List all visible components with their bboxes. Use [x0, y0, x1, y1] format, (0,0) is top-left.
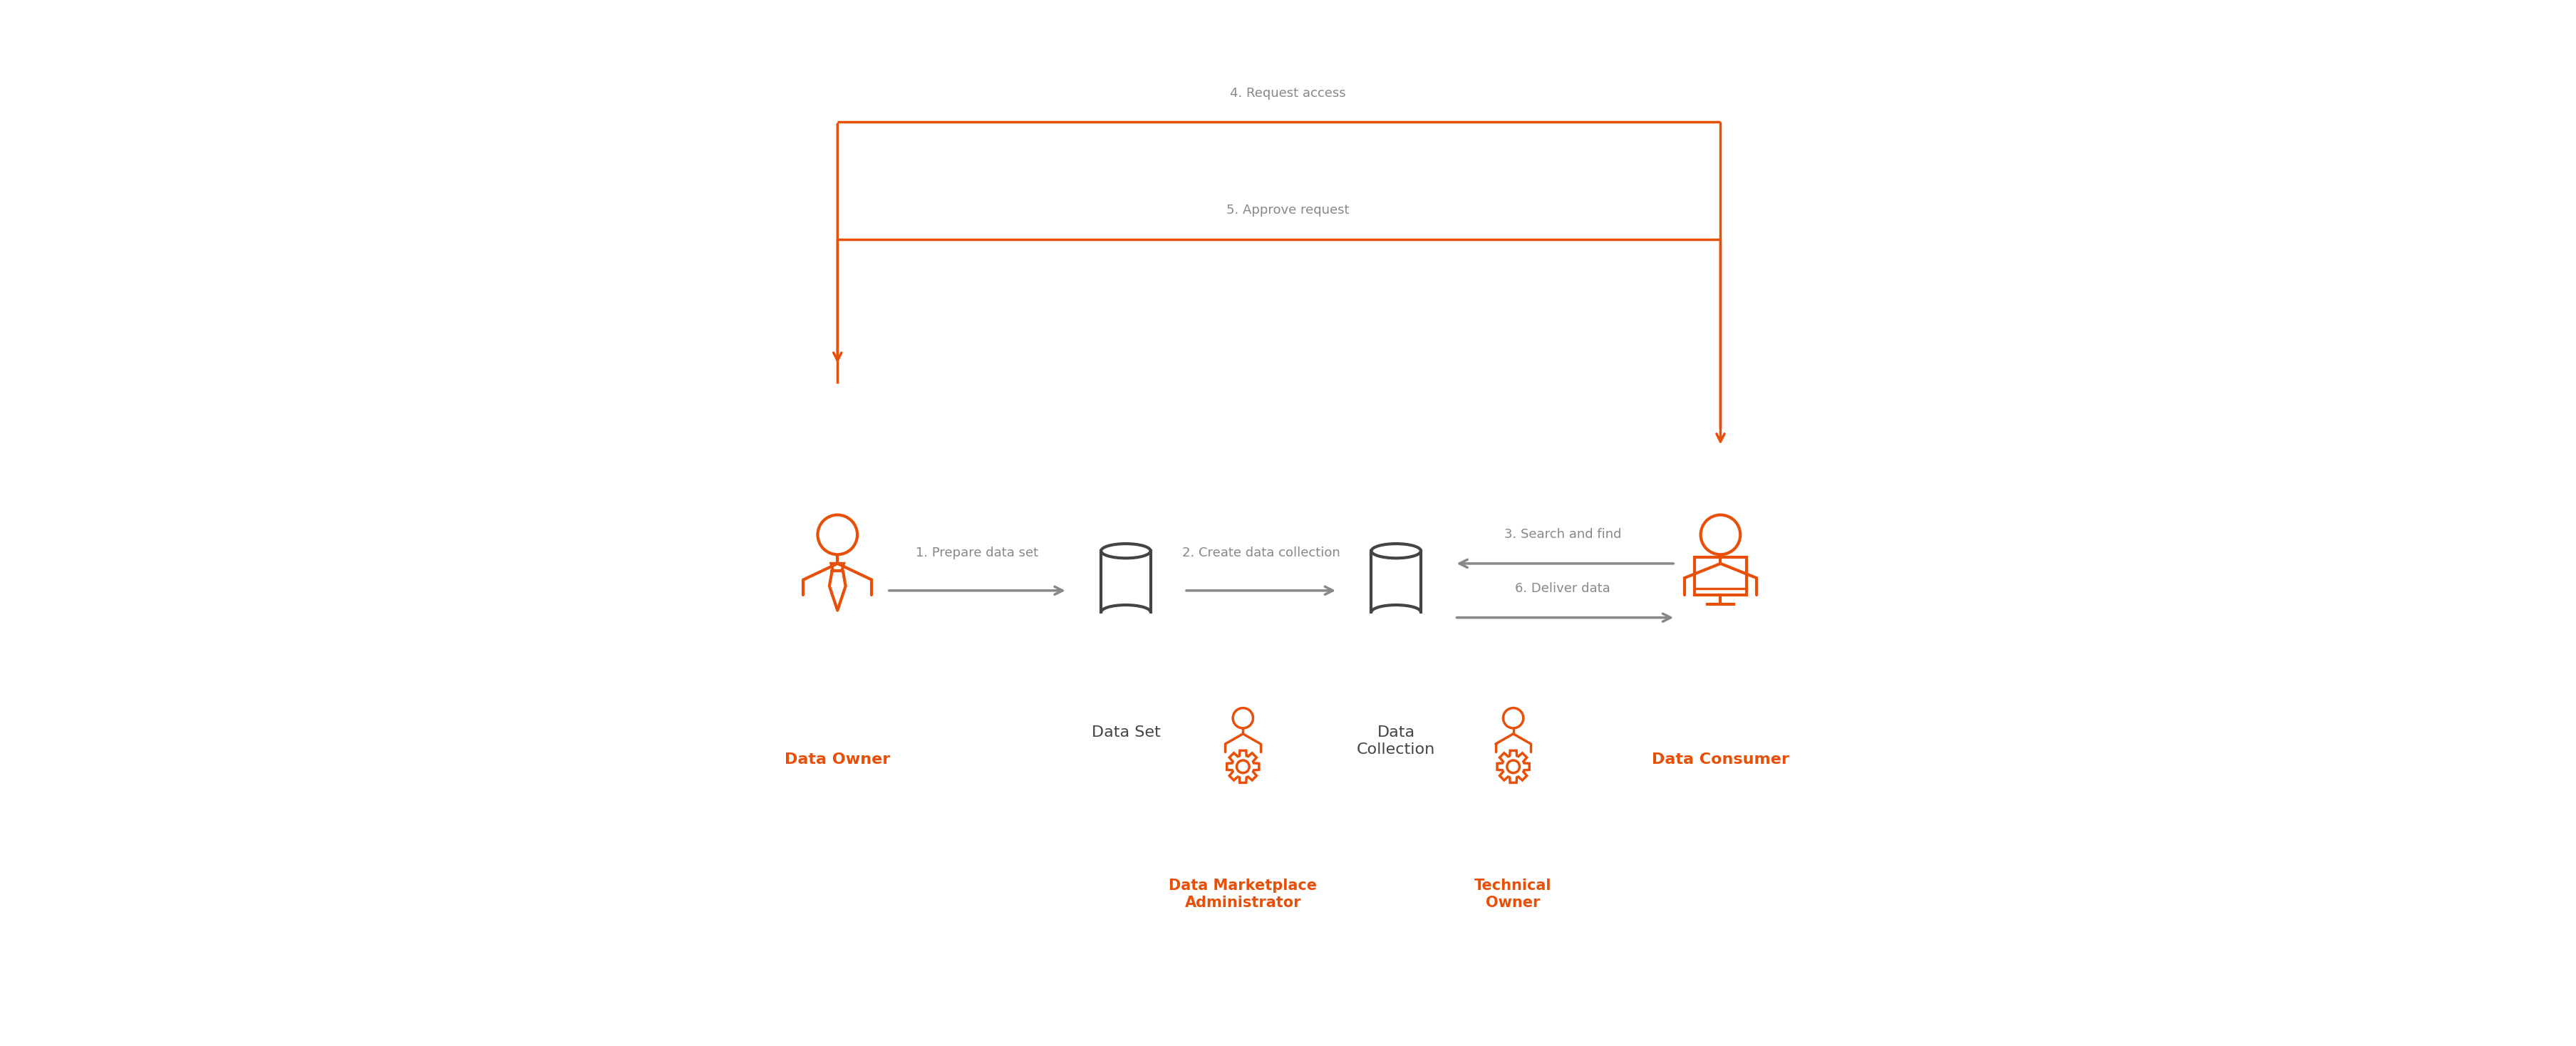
Ellipse shape	[1103, 606, 1149, 619]
Text: 3. Search and find: 3. Search and find	[1504, 528, 1620, 541]
Text: Data
Collection: Data Collection	[1358, 726, 1435, 756]
Text: Data Set: Data Set	[1092, 726, 1159, 740]
Text: 6. Deliver data: 6. Deliver data	[1515, 583, 1610, 595]
Text: 5. Approve request: 5. Approve request	[1226, 204, 1350, 217]
Text: 1. Prepare data set: 1. Prepare data set	[917, 546, 1038, 559]
Text: 4. Request access: 4. Request access	[1231, 87, 1345, 99]
Text: 2. Create data collection: 2. Create data collection	[1182, 546, 1340, 559]
Ellipse shape	[1373, 606, 1419, 619]
Text: Technical
Owner: Technical Owner	[1473, 879, 1551, 910]
Text: Data Owner: Data Owner	[786, 753, 891, 767]
Text: Data Consumer: Data Consumer	[1651, 753, 1790, 767]
Text: Data Marketplace
Administrator: Data Marketplace Administrator	[1170, 879, 1316, 910]
